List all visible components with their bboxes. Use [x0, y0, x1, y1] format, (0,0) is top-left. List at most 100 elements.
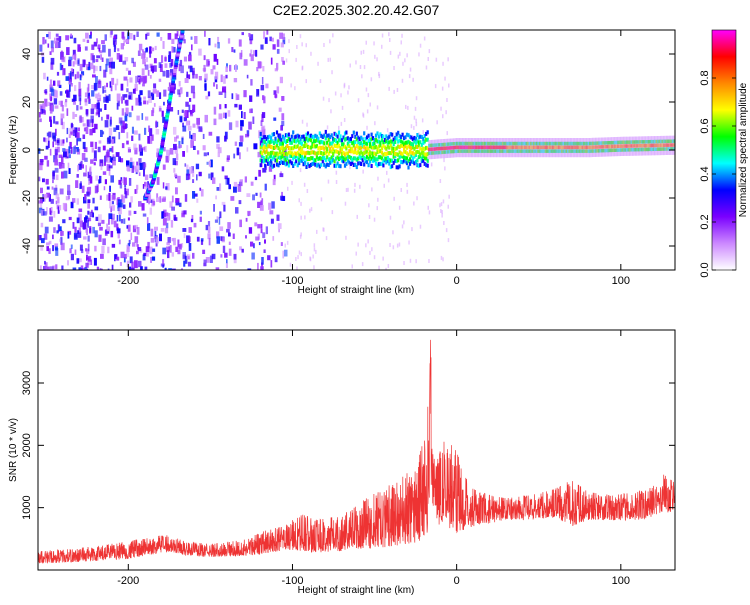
heatmap-cell: [296, 156, 299, 161]
heatmap-cell: [269, 210, 274, 215]
heatmap-cell: [54, 159, 59, 166]
heatmap-cell: [277, 138, 280, 143]
heatmap-cell: [271, 164, 274, 169]
heatmap-cell: [446, 98, 448, 102]
heatmap-cell: [335, 149, 338, 154]
heatmap-cell: [217, 36, 220, 44]
heatmap-cell: [439, 139, 443, 159]
heatmap-cell: [69, 84, 71, 92]
heatmap-cell: [416, 163, 419, 168]
heatmap-cell: [257, 262, 259, 270]
heatmap-cell: [131, 57, 134, 64]
heatmap-cell: [94, 65, 98, 72]
heatmap-cell: [118, 239, 121, 245]
heatmap-cell: [369, 159, 372, 164]
heatmap-cell: [349, 139, 352, 143]
heatmap-cell: [121, 96, 123, 104]
heatmap-cell: [225, 262, 228, 268]
heatmap-cell: [342, 156, 345, 161]
heatmap-cell: [143, 169, 145, 177]
heatmap-cell: [651, 136, 654, 156]
heatmap-cell: [336, 161, 339, 166]
heatmap-cell: [120, 83, 124, 91]
heatmap-cell: [136, 31, 139, 37]
heatmap-cell: [85, 32, 89, 39]
heatmap-cell: [400, 40, 402, 45]
heatmap-cell: [92, 74, 96, 78]
heatmap-cell: [434, 84, 437, 89]
heatmap-cell: [367, 163, 370, 168]
heatmap-cell: [103, 96, 107, 103]
heatmap-cell: [349, 149, 352, 154]
heatmap-cell: [216, 58, 219, 65]
spectrogram-y-tick-label: 20: [21, 96, 33, 108]
heatmap-cell: [308, 157, 311, 161]
heatmap-cell: [53, 89, 57, 98]
heatmap-cell: [248, 33, 251, 37]
heatmap-cell: [79, 244, 83, 251]
heatmap-cell: [298, 140, 301, 145]
heatmap-cell: [55, 121, 59, 125]
heatmap-cell: [161, 198, 166, 202]
heatmap-cell: [74, 74, 77, 80]
heatmap-cell: [404, 135, 407, 140]
heatmap-cell: [97, 146, 101, 153]
heatmap-cell: [382, 134, 385, 139]
heatmap-cell: [377, 162, 380, 167]
heatmap-cell: [94, 230, 98, 238]
heatmap-cell: [401, 33, 403, 38]
heatmap-cell: [149, 246, 153, 255]
heatmap-cell: [373, 145, 376, 150]
heatmap-cell: [138, 172, 141, 176]
heatmap-cell: [109, 81, 112, 88]
heatmap-cell: [92, 55, 95, 63]
heatmap-cell: [363, 131, 366, 136]
heatmap-cell: [55, 264, 58, 270]
heatmap-cell: [267, 144, 270, 149]
heatmap-cell: [377, 149, 380, 154]
heatmap-cell: [253, 143, 258, 150]
heatmap-cell: [318, 140, 321, 145]
heatmap-cell: [259, 131, 262, 136]
heatmap-cell: [100, 54, 102, 60]
heatmap-cell: [298, 161, 301, 166]
heatmap-cell: [423, 146, 426, 151]
heatmap-cell: [349, 155, 352, 160]
heatmap-cell: [58, 100, 61, 105]
heatmap-cell: [200, 238, 204, 242]
heatmap-cell: [436, 139, 440, 159]
heatmap-cell: [363, 151, 366, 156]
heatmap-cell: [403, 149, 406, 154]
heatmap-cell: [165, 222, 169, 229]
heatmap-cell: [171, 238, 174, 242]
heatmap-cell: [104, 104, 107, 110]
heatmap-cell: [259, 158, 262, 163]
heatmap-cell: [53, 211, 56, 218]
heatmap-cell: [274, 158, 277, 163]
heatmap-cell: [56, 230, 59, 234]
heatmap-cell: [439, 203, 441, 208]
heatmap-cell: [423, 152, 426, 157]
heatmap-cell: [181, 30, 185, 33]
heatmap-cell: [339, 156, 342, 161]
heatmap-cell: [245, 133, 249, 138]
heatmap-cell: [280, 151, 283, 156]
heatmap-cell: [478, 138, 481, 158]
heatmap-cell: [171, 206, 175, 211]
heatmap-cell: [363, 156, 366, 161]
heatmap-cell: [330, 144, 333, 149]
heatmap-cell: [357, 161, 360, 166]
heatmap-cell: [98, 94, 102, 101]
heatmap-cell: [255, 192, 258, 196]
heatmap-cell: [99, 195, 102, 200]
heatmap-cell: [44, 226, 49, 234]
heatmap-cell: [238, 200, 242, 205]
heatmap-cell: [398, 150, 401, 155]
heatmap-cell: [339, 134, 342, 139]
heatmap-cell: [86, 248, 90, 254]
heatmap-cell: [317, 138, 320, 143]
heatmap-cell: [331, 210, 334, 215]
heatmap-cell: [193, 145, 196, 150]
heatmap-cell: [159, 196, 162, 203]
heatmap-cell: [603, 137, 607, 157]
